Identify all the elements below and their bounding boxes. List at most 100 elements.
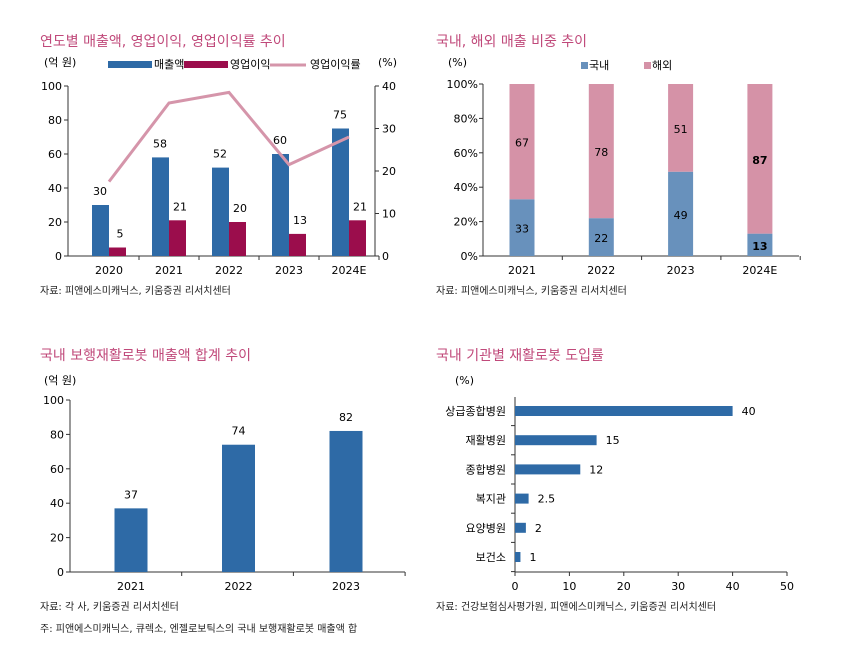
x-tick-label: 30 [671,580,685,593]
data-label: 58 [153,137,167,150]
bar-overseas [668,84,694,172]
source-note: 자료: 피앤에스미캐닉스, 키움증권 리서치센터 [436,285,627,297]
legend-swatch [581,62,588,69]
data-label: 75 [333,109,347,122]
y-tick-label: 요양병원 [466,522,506,535]
margin-line [107,90,350,183]
x-tick-label: 20 [617,580,631,593]
bar-adoption [515,435,597,446]
bar-revenue [212,167,229,256]
legend-label: 영업이익 [230,58,270,71]
footnote: 주: 피앤에스미캐닉스, 큐렉소, 엔젤로보틱스의 국내 보행재활로봇 매출액 … [40,622,357,635]
y-tick-label: 80 [48,114,62,127]
data-label: 82 [339,411,353,424]
data-label: 2 [535,522,542,535]
bar-adoption [515,406,733,416]
data-label: 87 [752,154,767,167]
legend-label: 국내 [589,59,609,72]
bar-domestic [747,233,773,256]
x-tick-label: 2023 [667,264,695,277]
legend-swatch [184,61,228,68]
data-label: 40 [742,405,756,418]
bar-sales [114,508,148,572]
x-tick-label: 2023 [332,580,360,593]
x-tick-label: 2022 [215,264,243,277]
legend-swatch [108,61,152,68]
bar-adoption [515,552,521,562]
x-axis-unit: (%) [455,374,474,387]
data-label: 21 [173,200,187,213]
data-label: 22 [594,232,608,245]
y-tick-label: 20 [48,216,62,229]
bar-sales [329,430,363,572]
y-tick-label: 60 [48,148,62,161]
data-label: 1 [529,551,536,564]
x-tick-label: 2021 [117,580,145,593]
legend-label: 매출액 [154,58,184,71]
bar-sales [222,444,255,572]
bar-operating-profit [229,222,246,256]
y-tick-label: 0% [461,250,478,263]
y-tick-label: 종합병원 [466,463,506,476]
x-tick-label: 40 [726,580,740,593]
data-label: 74 [232,425,246,438]
x-tick-label: 2024E [332,264,367,277]
data-label: 15 [606,434,620,447]
y-tick-label: 0 [55,250,62,263]
y2-tick-label: 40 [382,80,396,93]
bar-operating-profit [169,220,186,256]
y-tick-label: 40 [48,182,62,195]
bar-operating-profit [109,247,126,256]
x-tick-label: 2021 [508,264,536,277]
x-tick-label: 2021 [155,264,183,277]
y2-tick-label: 20 [382,165,396,178]
chart-title: 국내 기관별 재활로봇 도입률 [436,348,604,364]
y-tick-label: 0 [57,566,64,579]
y-tick-label: 복지관 [476,493,506,506]
y-tick-label: 40 [50,497,64,510]
data-label: 13 [293,214,307,227]
source-note: 자료: 피앤에스미캐닉스, 키움증권 리서치센터 [40,285,231,297]
bar-adoption [515,464,581,475]
chart-title: 연도별 매출액, 영업이익, 영업이익률 추이 [40,34,286,50]
y-tick-label: 20% [454,216,478,229]
bar-revenue [272,154,289,256]
data-label: 2.5 [538,493,556,506]
data-label: 12 [589,463,603,476]
bar-domestic [588,218,614,256]
x-tick-label: 2023 [275,264,303,277]
bar-overseas [747,84,773,234]
legend-swatch [644,62,651,69]
chart-title: 국내 보행재활로봇 매출액 합계 추이 [40,348,251,364]
data-label: 60 [273,134,287,147]
y-tick-label: 60% [454,147,478,160]
data-label: 5 [117,228,124,241]
data-label: 33 [515,223,529,236]
data-label: 21 [353,200,367,213]
data-label: 49 [674,209,688,222]
x-tick-label: 2022 [225,580,253,593]
y2-tick-label: 30 [382,123,396,136]
y-axis-unit: (억 원) [44,374,76,387]
data-label: 67 [515,137,529,150]
y-axis-unit: (억 원) [44,56,76,69]
data-label: 52 [213,148,227,161]
y-tick-label: 보건소 [476,551,506,564]
source-note: 자료: 건강보험심사평가원, 피앤에스미캐닉스, 키움증권 리서치센터 [436,601,716,613]
legend-label: 해외 [652,58,672,72]
data-label: 37 [124,488,138,501]
bar-domestic [509,199,535,256]
data-label: 13 [752,240,767,253]
bar-operating-profit [349,220,366,256]
bar-revenue [152,157,169,256]
x-tick-label: 2022 [587,264,615,277]
x-tick-label: 2020 [95,264,123,277]
y-tick-label: 상급종합병원 [445,405,506,418]
y-tick-label: 100 [41,80,62,93]
y-tick-label: 80% [454,112,478,125]
bar-adoption [515,522,526,533]
x-tick-label: 50 [780,580,794,593]
y2-axis-unit: (%) [378,56,397,69]
y-tick-label: 60 [50,463,64,476]
